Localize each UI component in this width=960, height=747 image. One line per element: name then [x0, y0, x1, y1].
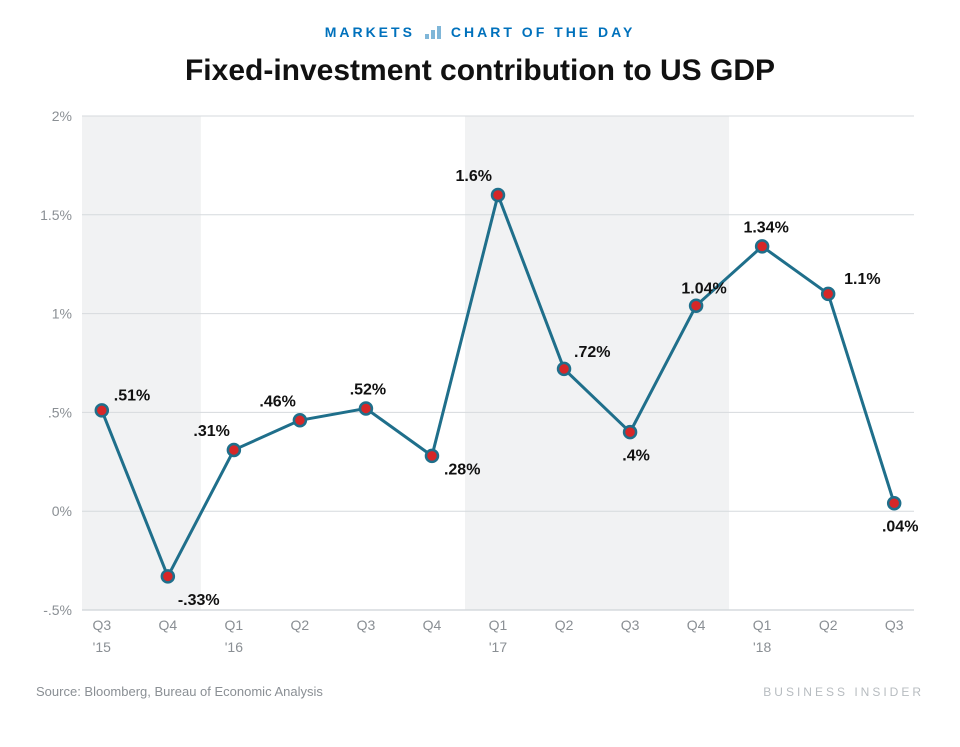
x-tick-label: Q3: [885, 617, 904, 633]
header-cotd-label: CHART OF THE DAY: [451, 24, 635, 40]
data-point: [162, 570, 174, 582]
header-markets-label: MARKETS: [325, 24, 415, 40]
x-tick-label: Q1: [489, 617, 508, 633]
point-label: 1.6%: [456, 168, 492, 185]
data-point: [294, 414, 306, 426]
point-label: 1.04%: [681, 281, 726, 298]
point-label: .46%: [259, 393, 295, 410]
y-tick-label: -.5%: [43, 602, 72, 618]
point-label: .4%: [622, 448, 650, 465]
point-label: .28%: [444, 461, 480, 478]
x-tick-label: Q3: [92, 617, 111, 633]
x-tick-label: Q4: [687, 617, 706, 633]
x-year-label: '17: [489, 639, 507, 655]
x-tick-label: Q3: [621, 617, 640, 633]
data-point: [690, 300, 702, 312]
data-point: [426, 450, 438, 462]
data-point: [888, 497, 900, 509]
x-year-label: '16: [225, 639, 243, 655]
y-tick-label: 1%: [52, 306, 72, 322]
data-point: [558, 363, 570, 375]
point-label: .72%: [574, 344, 610, 361]
x-year-label: '15: [93, 639, 111, 655]
x-tick-label: Q4: [423, 617, 442, 633]
point-label: .51%: [114, 387, 150, 404]
header-line: MARKETS CHART OF THE DAY: [36, 24, 924, 40]
y-tick-label: 2%: [52, 108, 72, 124]
line-chart: -.5% 0% .5% 1% 1.5% 2% Q3 Q4 Q1 Q2 Q3 Q4 Q1 Q2 Q3 Q4 Q1 Q…: [36, 106, 924, 666]
point-label: .31%: [193, 423, 229, 440]
x-tick-label: Q2: [555, 617, 574, 633]
data-point: [624, 426, 636, 438]
y-tick-label: 0%: [52, 503, 72, 519]
point-label: .04%: [882, 519, 918, 536]
x-year-label: '18: [753, 639, 771, 655]
point-label: 1.34%: [743, 219, 788, 236]
data-point: [96, 404, 108, 416]
data-point: [360, 402, 372, 414]
header: MARKETS CHART OF THE DAY: [36, 24, 924, 40]
data-point: [822, 288, 834, 300]
chart-area: -.5% 0% .5% 1% 1.5% 2% Q3 Q4 Q1 Q2 Q3 Q4 Q1 Q2 Q3 Q4 Q1 Q…: [36, 106, 924, 666]
point-label: -.33%: [178, 592, 220, 609]
data-point: [492, 189, 504, 201]
x-tick-label: Q1: [753, 617, 772, 633]
source-label: Source: Bloomberg, Bureau of Economic An…: [36, 684, 323, 699]
shade-band: [465, 116, 729, 610]
x-tick-label: Q2: [819, 617, 838, 633]
x-tick-label: Q3: [357, 617, 376, 633]
x-tick-label: Q1: [225, 617, 244, 633]
chart-card: MARKETS CHART OF THE DAY Fixed-investmen…: [0, 0, 960, 747]
x-tick-label: Q4: [158, 617, 177, 633]
bars-icon: [425, 25, 441, 39]
chart-title: Fixed-investment contribution to US GDP: [36, 54, 924, 88]
data-point: [756, 240, 768, 252]
data-point: [228, 444, 240, 456]
footer: Source: Bloomberg, Bureau of Economic An…: [36, 684, 924, 699]
y-tick-label: 1.5%: [40, 207, 72, 223]
shade-band: [82, 116, 201, 610]
point-label: 1.1%: [844, 271, 880, 288]
brand-label: BUSINESS INSIDER: [763, 685, 924, 699]
x-tick-label: Q2: [291, 617, 310, 633]
point-label: .52%: [350, 381, 386, 398]
y-tick-label: .5%: [48, 404, 72, 420]
